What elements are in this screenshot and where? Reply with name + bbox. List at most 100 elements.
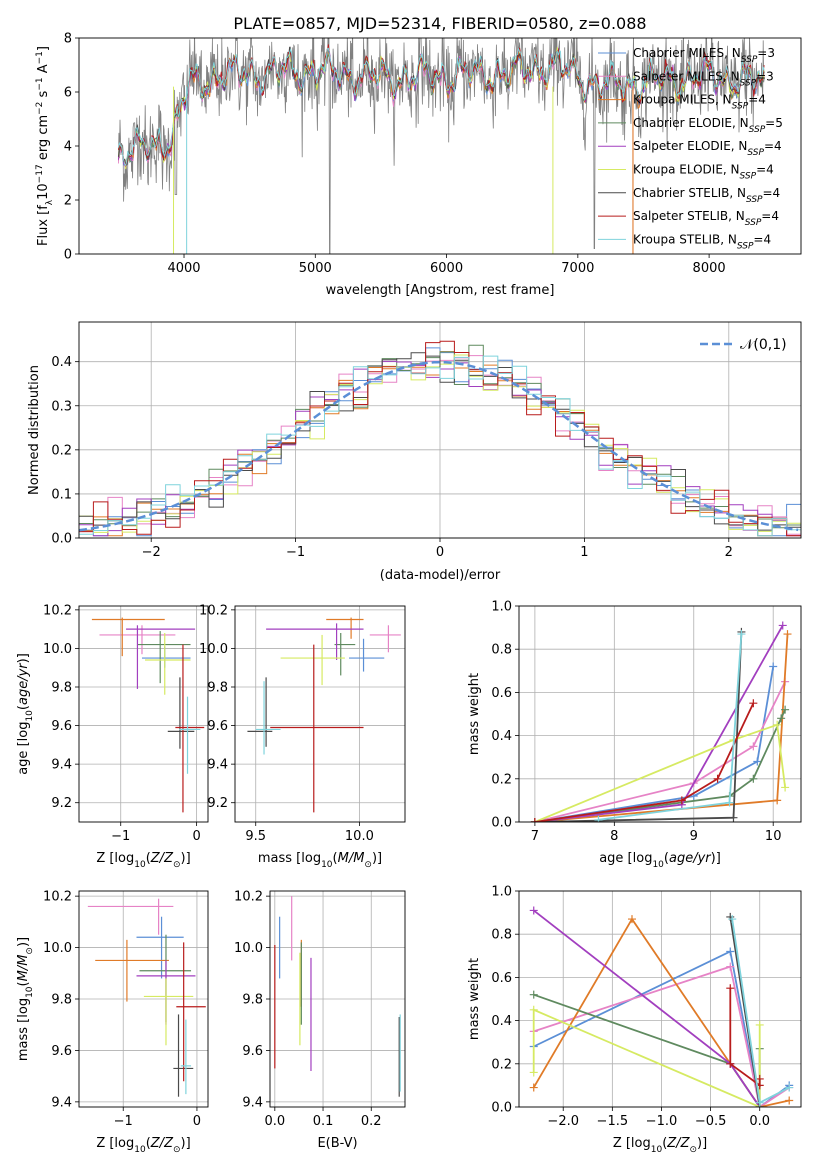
label-part: SSP <box>732 102 749 112</box>
data-point <box>334 633 356 676</box>
weight_vs_age-frame <box>518 605 802 823</box>
label-part: A <box>36 64 51 77</box>
legend-entry: Kroupa STELIB, NSSP=4 <box>633 232 771 251</box>
weight-marker <box>781 783 790 792</box>
label-part: ( <box>16 981 31 986</box>
weight_vs_Z-axes: −2.0 −1.5 −1.0 −0.5 0.0 0.0 0.2 0.4 0.6 0.8 1.0 <box>491 885 801 1129</box>
x-axis-label: Z [log10(Z/Z⊙)] <box>96 851 190 870</box>
x-tick-label: 5000 <box>299 261 332 276</box>
weight-line <box>534 723 786 822</box>
x-tick-label: 6000 <box>430 261 463 276</box>
x-tick-label: −1 <box>286 545 305 560</box>
label-part: Salpeter ELODIE, N <box>633 139 747 153</box>
weight-marker <box>594 815 603 822</box>
age_vs_Z-points <box>91 617 205 813</box>
weight-marker <box>725 798 734 807</box>
data-point <box>266 623 364 660</box>
y-axis-label: mass weight <box>467 958 482 1040</box>
x-tick-label: 0 <box>436 545 444 560</box>
weight-marker <box>529 1083 538 1092</box>
weight-marker <box>755 1020 764 1029</box>
label-part: Salpeter MILES, N <box>633 69 740 83</box>
label-part: =4 <box>753 232 771 246</box>
label-part: 10 <box>134 860 146 870</box>
label-part: )] <box>16 937 31 947</box>
label-part: 10 <box>25 710 35 722</box>
weight-marker <box>777 714 786 723</box>
weight-line <box>532 1008 761 1107</box>
x-axis-label: wavelength [Angstrom, rest frame] <box>326 283 555 298</box>
model-spectrum <box>117 47 765 167</box>
legend-entry: Salpeter ELODIE, NSSP=4 <box>633 139 782 158</box>
y-tick-label: 9.6 <box>207 719 228 734</box>
label-part: SSP <box>740 78 757 88</box>
label-part: SSP <box>745 218 762 228</box>
x-tick-label: 0 <box>192 829 200 844</box>
x-tick-label: −0.5 <box>695 1114 727 1129</box>
y-tick-label: 9.2 <box>51 796 72 811</box>
age_vs_mass-frame <box>234 605 406 823</box>
weight_vs_age-series <box>530 621 792 822</box>
x-tick-label: 0 <box>193 1114 201 1129</box>
weight-marker <box>781 705 790 714</box>
y-tick-label: 0.6 <box>491 971 512 986</box>
label-part: )] <box>181 851 191 866</box>
label-part: SSP <box>737 241 754 251</box>
weight-marker <box>783 630 792 639</box>
label-part: ⊙ <box>173 1145 181 1155</box>
label-part: erg cm <box>36 115 51 164</box>
label-part: 10 <box>36 183 51 200</box>
legend-entry: Salpeter STELIB, NSSP=4 <box>633 209 779 228</box>
age_vs_Z-axes: −1 0 9.2 9.4 9.6 9.8 10.0 10.2 <box>43 603 208 844</box>
x-tick-label: 0.0 <box>264 1114 285 1129</box>
y-tick-label: 0.4 <box>51 355 72 370</box>
label-part: Kroupa ELODIE, N <box>633 163 740 177</box>
label-part: age/yr <box>16 662 31 705</box>
weight-marker <box>713 774 722 783</box>
residual-histogram <box>79 344 801 529</box>
weight-marker <box>773 720 782 729</box>
label-part: SSP <box>740 172 757 182</box>
weight-line <box>533 993 761 1107</box>
y-tick-label: 6 <box>64 86 72 101</box>
weight-marker <box>749 742 758 751</box>
mass_vs_ebv-axes: 0.0 0.1 0.2 9.4 9.6 9.8 10.0 10.2 <box>234 890 405 1129</box>
label-part: =4 <box>764 139 782 153</box>
y-axis-label: Flux [fλ10−17 erg cm−2 s−1 A−1] <box>35 46 55 246</box>
weight-marker <box>529 1068 538 1077</box>
label-part: ( <box>662 1136 667 1151</box>
label-part: SSP <box>746 195 763 205</box>
spectrum-frame <box>78 37 802 255</box>
figure-title: PLATE=0857, MJD=52314, FIBERID=0580, z=0… <box>233 14 646 33</box>
x-tick-label: 0.1 <box>313 1114 334 1129</box>
data-point <box>270 644 364 813</box>
residuals-frame <box>78 321 802 539</box>
label-part: Flux [f <box>36 205 51 246</box>
label-part: =4 <box>756 163 774 177</box>
label-part: Chabrier ELODIE, N <box>633 116 749 130</box>
normal-curve <box>79 360 799 532</box>
x-axis-label: Z [log10(Z/Z⊙)] <box>613 1136 707 1155</box>
y-tick-label: 10.2 <box>199 603 228 618</box>
age_vs_Z-frame <box>78 605 209 823</box>
label-part: −1 <box>35 77 45 90</box>
data-point <box>179 696 201 774</box>
weight-marker <box>530 818 539 822</box>
y-tick-label: 0.0 <box>491 816 512 831</box>
weight-marker <box>529 1005 538 1014</box>
label-part: mass [log <box>258 851 321 866</box>
x-tick-label: 9 <box>690 829 698 844</box>
y-tick-label: 0 <box>64 248 72 263</box>
y-tick-label: 9.2 <box>207 796 228 811</box>
weight-marker <box>729 813 738 822</box>
weight-line <box>598 634 743 821</box>
x-tick-label: −1.0 <box>646 1114 678 1129</box>
y-tick-label: 9.4 <box>51 758 72 773</box>
y-axis-label: mass [log10(M/M⊙)] <box>16 937 35 1061</box>
x-tick-label: −1 <box>114 1114 133 1129</box>
label-part: ( <box>16 705 31 710</box>
label-part: =4 <box>748 93 766 107</box>
weight-marker <box>627 915 636 924</box>
y-tick-label: 1.0 <box>491 600 512 615</box>
x-tick-label: 0.2 <box>361 1114 382 1129</box>
